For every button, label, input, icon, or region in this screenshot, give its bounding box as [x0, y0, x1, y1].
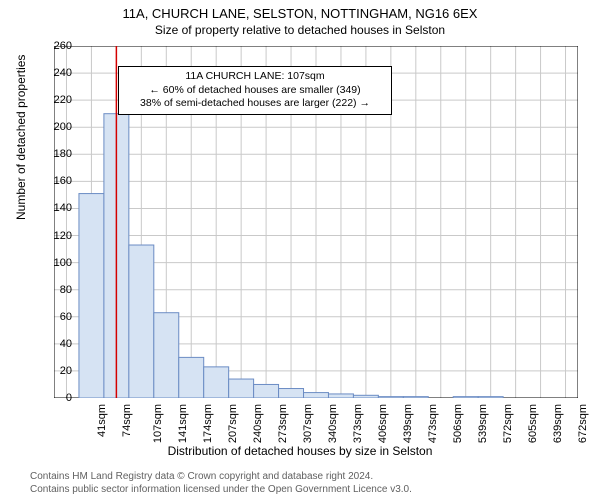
chart-title-main: 11A, CHURCH LANE, SELSTON, NOTTINGHAM, N…	[0, 0, 600, 21]
x-tick-label: 506sqm	[452, 404, 464, 443]
footer-line-1: Contains HM Land Registry data © Crown c…	[30, 471, 412, 484]
x-tick-label: 340sqm	[327, 404, 339, 443]
x-tick-label: 605sqm	[527, 404, 539, 443]
annotation-line-2: ← 60% of detached houses are smaller (34…	[125, 84, 385, 98]
x-tick-label: 207sqm	[227, 404, 239, 443]
y-tick-label: 160	[42, 175, 72, 187]
y-tick-label: 260	[42, 40, 72, 52]
x-tick-label: 406sqm	[377, 404, 389, 443]
y-tick-label: 0	[42, 392, 72, 404]
x-tick-label: 572sqm	[502, 404, 514, 443]
plot-area: 11A CHURCH LANE: 107sqm ← 60% of detache…	[54, 46, 578, 398]
x-tick-label: 240sqm	[252, 404, 264, 443]
x-tick-label: 307sqm	[302, 404, 314, 443]
y-tick-label: 240	[42, 67, 72, 79]
y-tick-label: 40	[42, 338, 72, 350]
x-tick-label: 273sqm	[277, 404, 289, 443]
x-tick-label: 107sqm	[153, 404, 165, 443]
x-tick-label: 473sqm	[427, 404, 439, 443]
footer-attribution: Contains HM Land Registry data © Crown c…	[30, 471, 412, 496]
x-tick-label: 539sqm	[477, 404, 489, 443]
x-tick-label: 373sqm	[352, 404, 364, 443]
y-axis-label: Number of detached properties	[14, 55, 28, 220]
x-axis-label: Distribution of detached houses by size …	[0, 444, 600, 458]
y-tick-label: 180	[42, 148, 72, 160]
x-tick-label: 672sqm	[577, 404, 589, 443]
x-tick-label: 639sqm	[552, 404, 564, 443]
y-tick-label: 80	[42, 284, 72, 296]
y-tick-label: 20	[42, 365, 72, 377]
y-tick-label: 100	[42, 257, 72, 269]
x-tick-label: 141sqm	[177, 404, 189, 443]
y-tick-label: 120	[42, 230, 72, 242]
chart-container: 11A, CHURCH LANE, SELSTON, NOTTINGHAM, N…	[0, 0, 600, 500]
y-tick-label: 200	[42, 121, 72, 133]
footer-line-2: Contains public sector information licen…	[30, 484, 412, 497]
annotation-box: 11A CHURCH LANE: 107sqm ← 60% of detache…	[118, 66, 392, 115]
annotation-line-1: 11A CHURCH LANE: 107sqm	[125, 70, 385, 84]
x-tick-label: 174sqm	[202, 404, 214, 443]
y-tick-label: 60	[42, 311, 72, 323]
x-tick-label: 439sqm	[402, 404, 414, 443]
x-tick-label: 74sqm	[121, 404, 133, 437]
chart-title-sub: Size of property relative to detached ho…	[0, 21, 600, 41]
annotation-line-3: 38% of semi-detached houses are larger (…	[125, 97, 385, 111]
y-tick-label: 140	[42, 202, 72, 214]
x-tick-label: 41sqm	[97, 404, 109, 437]
y-tick-label: 220	[42, 94, 72, 106]
